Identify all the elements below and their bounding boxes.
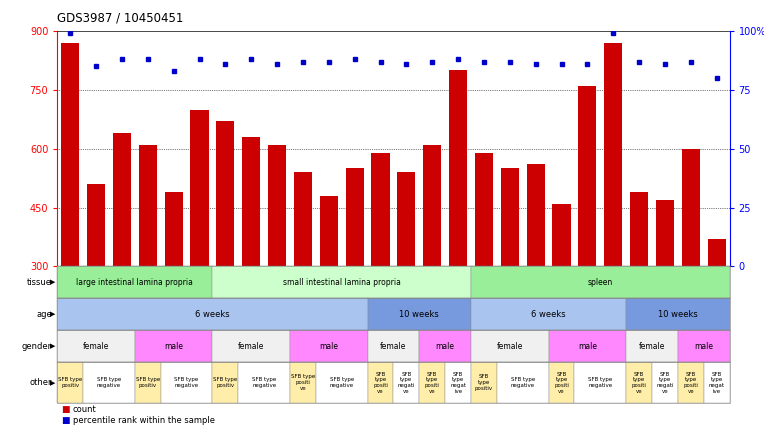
Text: 6 weeks: 6 weeks [195, 310, 230, 319]
Text: SFB type
negative: SFB type negative [97, 377, 121, 388]
Bar [578, 86, 597, 266]
Bar [190, 110, 209, 266]
Bar [216, 121, 235, 266]
Text: SFB
type
positi
ve: SFB type positi ve [683, 372, 698, 394]
Text: ▶: ▶ [50, 380, 56, 386]
Text: 10 weeks: 10 weeks [400, 310, 439, 319]
Text: SFB
type
positi
ve: SFB type positi ve [554, 372, 569, 394]
Text: SFB
type
positi
ve: SFB type positi ve [632, 372, 646, 394]
Text: ▶: ▶ [50, 311, 56, 317]
Text: gender: gender [22, 342, 52, 351]
Text: SFB type
positiv: SFB type positiv [213, 377, 238, 388]
Bar [449, 70, 467, 266]
Bar [139, 145, 157, 266]
Text: percentile rank within the sample: percentile rank within the sample [73, 416, 215, 425]
Text: male: male [435, 342, 455, 351]
Text: 10 weeks: 10 weeks [658, 310, 698, 319]
Text: female: female [380, 342, 406, 351]
Bar [526, 164, 545, 266]
Text: SFB
type
positi
ve: SFB type positi ve [373, 372, 388, 394]
Text: spleen: spleen [588, 278, 613, 287]
Text: SFB
type
positiv: SFB type positiv [475, 374, 493, 391]
Text: count: count [73, 405, 96, 414]
Bar [268, 145, 286, 266]
Text: SFB
type
negati
ve: SFB type negati ve [397, 372, 415, 394]
Text: male: male [164, 342, 183, 351]
Bar [113, 133, 131, 266]
Bar [397, 172, 416, 266]
Bar [500, 168, 519, 266]
Text: ■: ■ [61, 416, 70, 425]
Text: other: other [30, 378, 52, 387]
Bar [345, 168, 364, 266]
Text: GDS3987 / 10450451: GDS3987 / 10450451 [57, 11, 183, 24]
Bar [681, 149, 700, 266]
Text: SFB type
positiv: SFB type positiv [136, 377, 160, 388]
Text: large intestinal lamina propria: large intestinal lamina propria [76, 278, 193, 287]
Bar [320, 196, 338, 266]
Text: male: male [694, 342, 714, 351]
Text: SFB type
negative: SFB type negative [329, 377, 354, 388]
Text: female: female [497, 342, 523, 351]
Text: ▶: ▶ [50, 343, 56, 349]
Bar [164, 192, 183, 266]
Bar [242, 137, 261, 266]
Text: SFB type
negative: SFB type negative [588, 377, 613, 388]
Text: male: male [578, 342, 597, 351]
Text: tissue: tissue [27, 278, 52, 287]
Text: SFB type
negative: SFB type negative [174, 377, 199, 388]
Bar [707, 239, 726, 266]
Text: male: male [319, 342, 338, 351]
Text: ▶: ▶ [50, 279, 56, 285]
Text: SFB type
positi
ve: SFB type positi ve [291, 374, 315, 391]
Text: SFB type
negative: SFB type negative [510, 377, 535, 388]
Bar [604, 43, 623, 266]
Text: age: age [36, 310, 52, 319]
Bar [87, 184, 105, 266]
Text: 6 weeks: 6 weeks [531, 310, 566, 319]
Bar [475, 153, 493, 266]
Text: SFB type
positiv: SFB type positiv [58, 377, 83, 388]
Bar [423, 145, 442, 266]
Text: SFB
type
negat
ive: SFB type negat ive [709, 372, 725, 394]
Bar [371, 153, 390, 266]
Bar [294, 172, 312, 266]
Text: SFB
type
negati
ve: SFB type negati ve [656, 372, 674, 394]
Text: SFB
type
positi
ve: SFB type positi ve [425, 372, 440, 394]
Bar [656, 200, 674, 266]
Text: female: female [238, 342, 264, 351]
Text: small intestinal lamina propria: small intestinal lamina propria [283, 278, 400, 287]
Text: SFB
type
negat
ive: SFB type negat ive [450, 372, 466, 394]
Text: female: female [639, 342, 665, 351]
Text: female: female [83, 342, 109, 351]
Bar [552, 204, 571, 266]
Bar [61, 43, 79, 266]
Bar [630, 192, 648, 266]
Text: SFB type
negative: SFB type negative [252, 377, 277, 388]
Text: ■: ■ [61, 405, 70, 414]
